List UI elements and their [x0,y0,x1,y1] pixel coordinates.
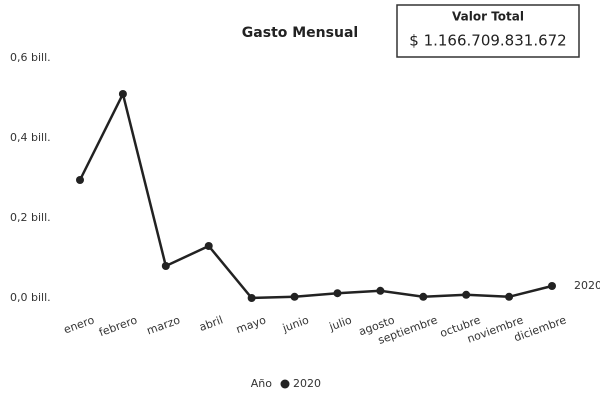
data-point [505,292,514,301]
card-value: $ 1.166.709.831.672 [409,32,566,50]
x-tick-label: abril [197,313,224,334]
legend-marker [280,379,290,389]
x-tick-label: febrero [97,313,139,339]
data-point [161,262,170,270]
x-tick-label: marzo [145,313,182,337]
data-point [247,294,256,302]
x-tick-label: junio [280,313,311,335]
series-end-label: 2020 [574,279,600,292]
x-tick-label: mayo [234,313,268,336]
series-line [78,90,553,300]
chart-title: Gasto Mensual [242,25,358,41]
legend-label: 2020 [293,377,321,390]
data-point [204,242,213,250]
data-point [462,290,471,299]
card-frame [396,4,580,58]
data-point [118,90,127,98]
data-point [376,286,385,295]
y-tick-label: 0,6 bill. [10,51,51,64]
legend-title: Año [251,377,272,390]
data-point [76,176,84,184]
y-tick-label: 0,2 bill. [10,211,51,224]
card-title: Valor Total [452,10,524,24]
y-tick-label: 0,0 bill. [10,291,51,304]
data-point [548,282,556,290]
x-tick-label: enero [62,313,96,336]
data-point [290,292,299,301]
data-point [333,289,342,298]
x-tick-label: julio [327,313,354,333]
data-point [419,292,428,301]
y-tick-label: 0,4 bill. [10,131,51,144]
